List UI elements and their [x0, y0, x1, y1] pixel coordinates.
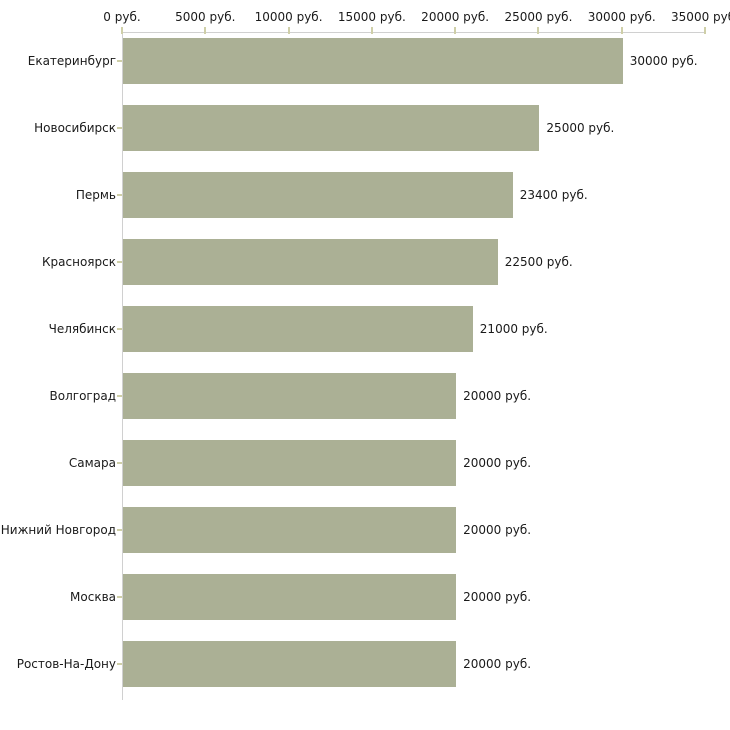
x-axis-tick-label: 30000 руб.: [587, 10, 656, 24]
y-axis-tick-mark: [117, 395, 122, 397]
x-axis-tick-label: 15000 руб.: [337, 10, 406, 24]
x-axis-tick-mark: [537, 27, 540, 34]
x-axis-tick-label: 0 руб.: [103, 10, 141, 24]
y-axis-tick-mark: [117, 261, 122, 263]
y-axis-tick-mark: [117, 529, 122, 531]
y-axis-tick-mark: [117, 328, 122, 330]
value-label: 20000 руб.: [463, 590, 532, 604]
category-label: Екатеринбург: [27, 54, 116, 68]
x-axis-tick-mark: [204, 27, 207, 34]
bar-Челябинск: [123, 306, 473, 352]
bar-Москва: [123, 574, 457, 620]
category-label: Красноярск: [42, 255, 116, 269]
value-label: 30000 руб.: [629, 54, 698, 68]
value-label: 23400 руб.: [519, 188, 588, 202]
value-label: 20000 руб.: [463, 523, 532, 537]
y-axis-tick-mark: [117, 127, 122, 129]
category-label: Новосибирск: [34, 121, 116, 135]
x-axis-tick-mark: [454, 27, 457, 34]
x-axis-tick-mark: [370, 27, 373, 34]
value-label: 22500 руб.: [504, 255, 573, 269]
x-axis-tick-label: 5000 руб.: [175, 10, 236, 24]
bar-Пермь: [123, 172, 513, 218]
bar-Екатеринбург: [123, 38, 623, 84]
category-label: Пермь: [75, 188, 116, 202]
x-axis-tick-label: 10000 руб.: [254, 10, 323, 24]
value-label: 20000 руб.: [463, 657, 532, 671]
x-axis-tick-mark: [287, 27, 290, 34]
x-axis-tick-label: 35000 руб.: [671, 10, 730, 24]
value-label: 20000 руб.: [463, 389, 532, 403]
bar-Красноярск: [123, 239, 498, 285]
x-axis-tick-label: 25000 руб.: [504, 10, 573, 24]
y-axis-tick-mark: [117, 462, 122, 464]
value-label: 25000 руб.: [546, 121, 615, 135]
category-label: Москва: [70, 590, 116, 604]
y-axis-line: [122, 32, 123, 700]
y-axis-tick-mark: [117, 194, 122, 196]
bar-Нижний Новгород: [123, 507, 457, 553]
y-axis-tick-mark: [117, 596, 122, 598]
x-axis-tick-mark: [704, 27, 706, 34]
x-axis-tick-mark: [620, 27, 623, 34]
y-axis-tick-mark: [117, 663, 122, 665]
bar-Ростов-На-Дону: [123, 641, 457, 687]
value-label: 20000 руб.: [463, 456, 532, 470]
category-label: Челябинск: [48, 322, 116, 336]
y-axis-tick-mark: [117, 60, 122, 62]
x-axis-tick-mark: [121, 27, 123, 34]
category-label: Нижний Новгород: [0, 523, 116, 537]
bar-Новосибирск: [123, 105, 540, 151]
bar-Волгоград: [123, 373, 457, 419]
bar-Самара: [123, 440, 457, 486]
category-label: Волгоград: [49, 389, 116, 403]
category-label: Ростов-На-Дону: [16, 657, 116, 671]
value-label: 21000 руб.: [479, 322, 548, 336]
x-axis-tick-label: 20000 руб.: [421, 10, 490, 24]
x-axis-line: [122, 32, 705, 33]
category-label: Самара: [68, 456, 116, 470]
